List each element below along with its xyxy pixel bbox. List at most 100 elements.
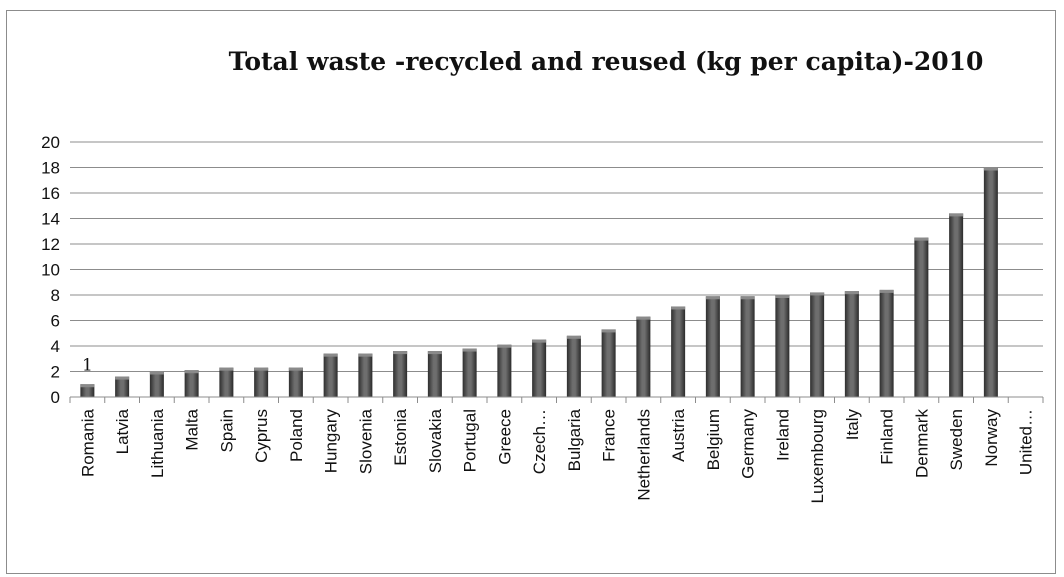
bar-top-cap	[914, 237, 929, 241]
data-labels: 1	[82, 355, 93, 375]
bar-top-cap	[462, 348, 477, 352]
bar-top-cap	[844, 291, 859, 295]
bar-top-cap	[705, 296, 720, 300]
bar-germany	[740, 296, 755, 397]
bar-belgium	[705, 296, 720, 397]
bar-lithuania	[149, 371, 164, 397]
x-tick-label: Cyprus	[252, 409, 271, 463]
x-tick-label: Belgium	[704, 409, 723, 470]
bar-hungary	[323, 353, 338, 397]
x-tick-label: Czech…	[530, 409, 549, 474]
x-tick-label: Bulgaria	[565, 408, 584, 471]
x-tick-label: Latvia	[113, 408, 132, 454]
bar-top-cap	[740, 296, 755, 300]
chart-frame: Total waste -recycled and reused (kg per…	[6, 10, 1056, 574]
x-tick-label: Spain	[217, 409, 236, 452]
bar-top-cap	[323, 353, 338, 357]
y-tick-label: 2	[51, 363, 60, 382]
x-axis-labels: Romania Latvia Lithuania Malta Spain Cyprus Po…	[78, 408, 1035, 503]
bar-latvia	[115, 376, 130, 397]
y-tick-label: 0	[51, 388, 60, 407]
y-tick-label: 20	[41, 133, 60, 152]
x-tick-label: Germany	[739, 409, 758, 479]
bar-ireland	[775, 295, 790, 397]
bar-top-cap	[80, 384, 95, 388]
bar-top-cap	[671, 306, 686, 310]
bars	[80, 167, 998, 397]
y-axis-ticks: 0 2 4 6 8 10 12 14 16 18 20	[41, 133, 60, 407]
bar-top-cap	[532, 339, 547, 343]
bar-luxembourg	[810, 292, 825, 397]
bar-spain	[219, 367, 234, 397]
x-tick-label: Malta	[183, 408, 202, 450]
bar-top-cap	[566, 335, 581, 339]
x-tick-label: Sweden	[947, 409, 966, 470]
x-tick-label: Portugal	[461, 409, 480, 472]
bar-top-cap	[497, 344, 512, 348]
bar-norway	[983, 167, 998, 397]
x-tick-label: Greece	[495, 409, 514, 465]
bar-malta	[184, 370, 199, 397]
y-tick-label: 12	[41, 235, 60, 254]
bar-top-cap	[149, 371, 164, 375]
x-tick-label: Poland	[287, 409, 306, 462]
bar-denmark	[914, 237, 929, 397]
bar-estonia	[393, 351, 408, 397]
bar-top-cap	[810, 292, 825, 296]
y-tick-label: 16	[41, 184, 60, 203]
y-tick-label: 10	[41, 261, 60, 280]
bar-czech	[532, 339, 547, 397]
data-label: 1	[82, 355, 93, 375]
chart-title: Total waste -recycled and reused (kg per…	[229, 47, 984, 76]
bar-italy	[844, 291, 859, 397]
x-tick-label: France	[600, 409, 619, 462]
bar-top-cap	[358, 353, 373, 357]
bar-slovakia	[427, 351, 442, 397]
bar-top-cap	[115, 376, 130, 380]
x-tick-label: United…	[1017, 409, 1036, 475]
x-tick-label: Ireland	[773, 409, 792, 461]
bar-top-cap	[254, 367, 269, 371]
bar-top-cap	[879, 289, 894, 293]
x-tick-label: Denmark	[912, 409, 931, 478]
x-tick-label: Slovakia	[426, 408, 445, 473]
bar-sweden	[949, 213, 964, 397]
bar-greece	[497, 344, 512, 397]
bar-portugal	[462, 348, 477, 397]
y-tick-label: 6	[51, 312, 60, 331]
bar-top-cap	[983, 167, 998, 171]
bar-top-cap	[219, 367, 234, 371]
y-tick-label: 18	[41, 159, 60, 178]
x-tick-label: Luxembourg	[808, 409, 827, 504]
bar-bulgaria	[566, 335, 581, 397]
x-tick-label: Norway	[982, 409, 1001, 467]
bar-top-cap	[393, 351, 408, 355]
bar-finland	[879, 289, 894, 397]
x-tick-label: Romania	[78, 408, 97, 477]
x-tick-label: Italy	[843, 409, 862, 441]
bar-netherlands	[636, 316, 651, 397]
bar-chart: Total waste -recycled and reused (kg per…	[41, 47, 1044, 504]
x-tick-label: Slovenia	[356, 408, 375, 474]
bar-slovenia	[358, 353, 373, 397]
x-tick-label: Hungary	[322, 409, 341, 474]
x-tick-label: Finland	[878, 409, 897, 465]
bar-top-cap	[427, 351, 442, 355]
y-tick-label: 14	[41, 210, 60, 229]
bar-france	[601, 329, 616, 397]
bar-top-cap	[288, 367, 303, 371]
x-tick-label: Netherlands	[634, 409, 653, 501]
grid-lines	[69, 141, 1044, 403]
x-tick-label: Lithuania	[148, 408, 167, 478]
bar-top-cap	[775, 295, 790, 298]
x-tick-label: Estonia	[391, 408, 410, 465]
bar-top-cap	[601, 329, 616, 333]
y-tick-label: 8	[51, 286, 60, 305]
x-tick-label: Austria	[669, 408, 688, 461]
bar-austria	[671, 306, 686, 397]
bar-top-cap	[184, 370, 199, 374]
bar-romania	[80, 384, 95, 397]
y-tick-label: 4	[51, 337, 60, 356]
bar-top-cap	[636, 316, 651, 320]
bar-top-cap	[949, 213, 964, 217]
